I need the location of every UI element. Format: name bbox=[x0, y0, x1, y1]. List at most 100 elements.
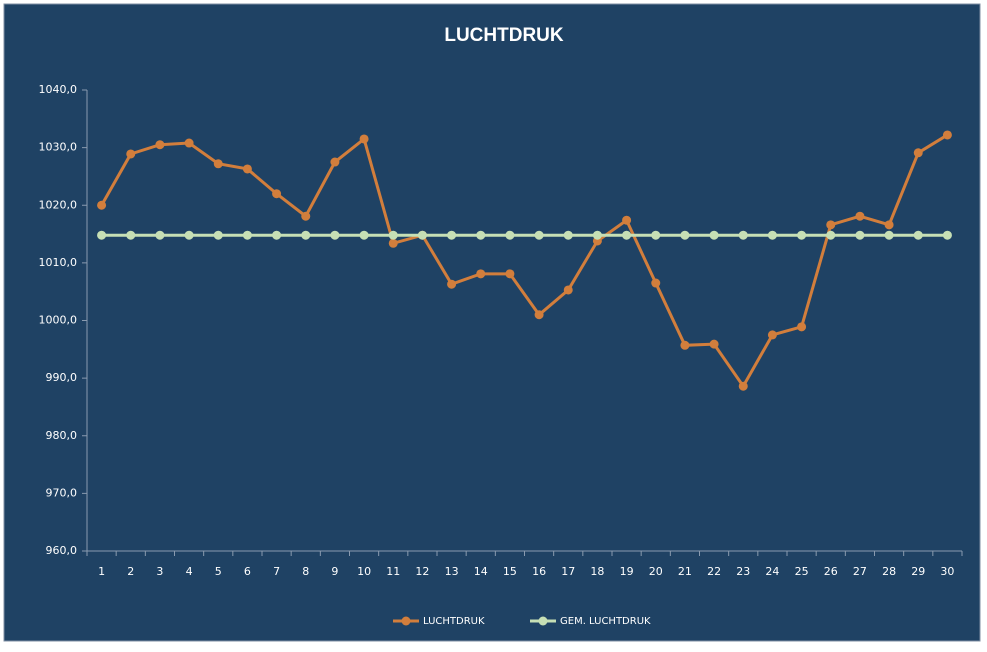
data-point bbox=[476, 230, 486, 240]
data-point bbox=[767, 230, 777, 240]
data-point bbox=[913, 148, 923, 158]
data-point bbox=[563, 285, 573, 295]
data-point bbox=[505, 269, 515, 279]
data-point bbox=[417, 230, 427, 240]
data-point bbox=[359, 230, 369, 240]
data-point bbox=[738, 381, 748, 391]
data-point bbox=[97, 200, 107, 210]
y-tick-label: 1000,0 bbox=[39, 314, 78, 327]
data-point bbox=[330, 157, 340, 167]
legend-label: LUCHTDRUK bbox=[423, 616, 485, 627]
x-tick-label: 5 bbox=[215, 565, 222, 578]
data-point bbox=[680, 230, 690, 240]
data-point bbox=[272, 189, 282, 199]
chart-title: LUCHTDRUK bbox=[444, 25, 564, 46]
y-tick-label: 990,0 bbox=[46, 371, 78, 384]
y-tick-label: 1020,0 bbox=[39, 198, 78, 211]
data-point bbox=[213, 159, 223, 169]
x-tick-label: 6 bbox=[244, 565, 251, 578]
x-tick-label: 28 bbox=[882, 565, 896, 578]
x-tick-label: 20 bbox=[649, 565, 663, 578]
data-point bbox=[242, 164, 252, 174]
y-tick-label: 1040,0 bbox=[39, 83, 78, 96]
data-point bbox=[476, 269, 486, 279]
x-tick-label: 17 bbox=[561, 565, 575, 578]
data-point bbox=[592, 230, 602, 240]
y-tick-label: 960,0 bbox=[46, 544, 78, 557]
data-point bbox=[388, 230, 398, 240]
data-point bbox=[855, 230, 865, 240]
legend-marker bbox=[538, 616, 548, 626]
x-tick-label: 15 bbox=[503, 565, 517, 578]
y-tick-label: 980,0 bbox=[46, 429, 78, 442]
x-tick-label: 24 bbox=[765, 565, 779, 578]
data-point bbox=[826, 230, 836, 240]
data-point bbox=[447, 230, 457, 240]
data-point bbox=[330, 230, 340, 240]
data-point bbox=[388, 238, 398, 248]
data-point bbox=[155, 140, 165, 150]
x-tick-label: 22 bbox=[707, 565, 721, 578]
x-tick-label: 8 bbox=[302, 565, 309, 578]
data-point bbox=[826, 220, 836, 230]
x-tick-label: 23 bbox=[736, 565, 750, 578]
x-tick-label: 14 bbox=[474, 565, 488, 578]
data-point bbox=[942, 130, 952, 140]
series-line bbox=[100, 133, 949, 390]
data-point bbox=[651, 278, 661, 288]
data-point bbox=[884, 220, 894, 230]
x-tick-label: 30 bbox=[940, 565, 954, 578]
data-point bbox=[913, 230, 923, 240]
y-tick-label: 1030,0 bbox=[39, 141, 78, 154]
data-point bbox=[797, 322, 807, 332]
data-point bbox=[447, 279, 457, 289]
data-point bbox=[767, 330, 777, 340]
x-tick-label: 10 bbox=[357, 565, 371, 578]
data-point bbox=[272, 230, 282, 240]
data-point bbox=[651, 230, 661, 240]
legend-marker bbox=[401, 616, 411, 626]
x-tick-label: 12 bbox=[415, 565, 429, 578]
data-point bbox=[213, 230, 223, 240]
x-tick-label: 13 bbox=[445, 565, 459, 578]
data-point bbox=[97, 230, 107, 240]
data-point bbox=[126, 149, 136, 159]
x-tick-label: 21 bbox=[678, 565, 692, 578]
data-point bbox=[797, 230, 807, 240]
x-tick-label: 3 bbox=[156, 565, 163, 578]
data-point bbox=[126, 230, 136, 240]
data-point bbox=[242, 230, 252, 240]
x-tick-label: 19 bbox=[620, 565, 634, 578]
data-point bbox=[709, 230, 719, 240]
data-point bbox=[534, 230, 544, 240]
x-tick-label: 9 bbox=[331, 565, 338, 578]
data-point bbox=[622, 230, 632, 240]
x-tick-label: 4 bbox=[186, 565, 193, 578]
x-tick-label: 2 bbox=[127, 565, 134, 578]
x-tick-label: 26 bbox=[824, 565, 838, 578]
data-point bbox=[301, 211, 311, 221]
chart-background bbox=[3, 3, 981, 642]
x-tick-label: 11 bbox=[386, 565, 400, 578]
data-point bbox=[738, 230, 748, 240]
x-tick-label: 1 bbox=[98, 565, 105, 578]
x-tick-label: 25 bbox=[795, 565, 809, 578]
data-point bbox=[855, 211, 865, 221]
data-point bbox=[301, 230, 311, 240]
data-point bbox=[184, 230, 194, 240]
data-point bbox=[884, 230, 894, 240]
legend-label: GEM. LUCHTDRUK bbox=[560, 616, 651, 627]
y-tick-label: 970,0 bbox=[46, 486, 78, 499]
x-tick-label: 27 bbox=[853, 565, 867, 578]
data-point bbox=[184, 138, 194, 148]
x-tick-label: 29 bbox=[911, 565, 925, 578]
data-point bbox=[534, 310, 544, 320]
data-point bbox=[505, 230, 515, 240]
data-point bbox=[680, 340, 690, 350]
data-point bbox=[359, 134, 369, 144]
data-point bbox=[942, 230, 952, 240]
data-point bbox=[563, 230, 573, 240]
x-tick-label: 7 bbox=[273, 565, 280, 578]
data-point bbox=[622, 215, 632, 225]
